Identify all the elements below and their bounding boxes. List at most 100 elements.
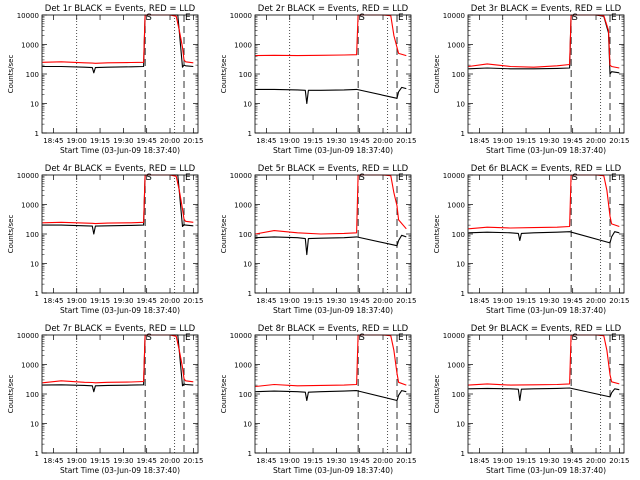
marker-label: E xyxy=(611,13,617,23)
y-axis-label: Counts/sec xyxy=(433,215,441,254)
x-tick-label: 19:45 xyxy=(137,297,157,305)
y-tick-label: 1 xyxy=(35,130,39,138)
y-axis-label: Counts/sec xyxy=(433,375,441,414)
x-tick-label: 20:00 xyxy=(373,137,393,145)
marker-label: E xyxy=(185,173,191,183)
series-line-lld xyxy=(42,174,194,225)
x-tick-label: 20:15 xyxy=(183,457,203,465)
y-tick-label: 100 xyxy=(452,391,465,399)
x-tick-label: 18:45 xyxy=(43,297,63,305)
x-tick-label: 19:30 xyxy=(113,137,133,145)
x-tick-label: 20:00 xyxy=(373,457,393,465)
y-tick-label: 100 xyxy=(26,391,39,399)
x-tick-label: 19:45 xyxy=(350,297,370,305)
marker-label: S xyxy=(146,13,152,23)
y-tick-label: 10000 xyxy=(17,332,39,340)
y-axis-label: Counts/sec xyxy=(7,55,15,94)
chart-panel: Det 8r BLACK = Events, RED = LLD 1 10 100 10… xyxy=(220,324,416,475)
x-tick-label: 19:30 xyxy=(539,137,559,145)
marker-label: S xyxy=(572,333,578,343)
x-tick-label: 19:15 xyxy=(303,297,323,305)
y-axis-label: Counts/sec xyxy=(7,215,15,254)
marker-label: S xyxy=(572,13,578,23)
y-tick-label: 10 xyxy=(456,261,465,269)
x-tick-label: 20:00 xyxy=(586,457,606,465)
x-tick-label: 19:30 xyxy=(539,297,559,305)
marker-label: S xyxy=(146,333,152,343)
x-tick-label: 19:45 xyxy=(137,457,157,465)
x-axis-label: Start Time (03-Jun-09 18:37:40) xyxy=(60,466,180,475)
y-tick-label: 1 xyxy=(461,130,465,138)
y-tick-label: 100 xyxy=(239,231,252,239)
series-line-events xyxy=(468,231,620,244)
x-tick-label: 19:30 xyxy=(113,457,133,465)
y-tick-label: 1000 xyxy=(447,202,465,210)
x-axis-label: Start Time (03-Jun-09 18:37:40) xyxy=(273,306,393,315)
x-tick-label: 20:15 xyxy=(183,137,203,145)
x-tick-label: 20:00 xyxy=(586,297,606,305)
chart-title: Det 6r BLACK = Events, RED = LLD xyxy=(471,164,622,174)
chart-title: Det 2r BLACK = Events, RED = LLD xyxy=(258,4,409,14)
y-tick-label: 1 xyxy=(35,450,39,458)
marker-label: E xyxy=(185,13,191,23)
marker-label: S xyxy=(359,13,365,23)
chart-panel: Det 4r BLACK = Events, RED = LLD 1 10 100 10… xyxy=(7,164,203,315)
x-tick-label: 19:30 xyxy=(326,457,346,465)
series-line-lld xyxy=(42,334,194,384)
chart-title: Det 5r BLACK = Events, RED = LLD xyxy=(258,164,409,174)
x-tick-label: 18:45 xyxy=(469,297,489,305)
plot-frame xyxy=(41,174,199,294)
x-tick-label: 19:15 xyxy=(303,137,323,145)
x-tick-label: 20:00 xyxy=(160,137,180,145)
chart-panel: Det 3r BLACK = Events, RED = LLD 1 10 100 10… xyxy=(433,4,629,155)
series-line-events xyxy=(42,14,194,74)
chart-title: Det 3r BLACK = Events, RED = LLD xyxy=(471,4,622,14)
x-tick-label: 20:00 xyxy=(373,297,393,305)
x-axis-label: Start Time (03-Jun-09 18:37:40) xyxy=(273,146,393,155)
chart-title: Det 1r BLACK = Events, RED = LLD xyxy=(45,4,196,14)
y-tick-label: 10000 xyxy=(17,12,39,20)
marker-label: S xyxy=(146,173,152,183)
chart-title: Det 7r BLACK = Events, RED = LLD xyxy=(45,324,196,334)
x-tick-label: 20:15 xyxy=(183,297,203,305)
y-tick-label: 1000 xyxy=(21,362,39,370)
series-line-events xyxy=(468,387,620,402)
x-tick-label: 20:15 xyxy=(396,457,416,465)
x-tick-label: 20:15 xyxy=(396,297,416,305)
x-tick-label: 20:15 xyxy=(396,137,416,145)
x-axis-label: Start Time (03-Jun-09 18:37:40) xyxy=(486,306,606,315)
x-tick-label: 20:15 xyxy=(609,297,629,305)
y-tick-label: 100 xyxy=(452,71,465,79)
x-tick-label: 19:45 xyxy=(563,457,583,465)
y-tick-label: 1000 xyxy=(234,42,252,50)
y-tick-label: 100 xyxy=(239,71,252,79)
plot-frame xyxy=(254,174,412,294)
series-line-lld xyxy=(468,334,620,386)
series-line-events xyxy=(255,86,407,105)
y-tick-label: 100 xyxy=(239,391,252,399)
x-tick-label: 18:45 xyxy=(469,137,489,145)
plot-frame xyxy=(467,174,625,294)
x-axis-label: Start Time (03-Jun-09 18:37:40) xyxy=(486,466,606,475)
y-tick-label: 1 xyxy=(248,290,252,298)
chart-panel: Det 5r BLACK = Events, RED = LLD 1 10 100 10… xyxy=(220,164,416,315)
x-tick-label: 19:00 xyxy=(280,297,300,305)
y-tick-label: 1000 xyxy=(447,362,465,370)
y-tick-label: 100 xyxy=(26,71,39,79)
x-tick-label: 19:45 xyxy=(563,297,583,305)
x-tick-label: 19:45 xyxy=(350,457,370,465)
x-tick-label: 19:15 xyxy=(90,457,110,465)
y-tick-label: 10000 xyxy=(443,332,465,340)
x-tick-label: 19:30 xyxy=(113,297,133,305)
x-tick-label: 18:45 xyxy=(43,457,63,465)
plot-frame xyxy=(254,334,412,454)
marker-label: E xyxy=(398,333,404,343)
y-axis-label: Counts/sec xyxy=(220,215,228,254)
y-tick-label: 10 xyxy=(243,101,252,109)
chart-title: Det 4r BLACK = Events, RED = LLD xyxy=(45,164,196,174)
y-tick-label: 1000 xyxy=(21,42,39,50)
y-tick-label: 10 xyxy=(30,421,39,429)
series-line-lld xyxy=(468,174,620,230)
y-tick-label: 100 xyxy=(26,231,39,239)
y-tick-label: 10000 xyxy=(443,12,465,20)
